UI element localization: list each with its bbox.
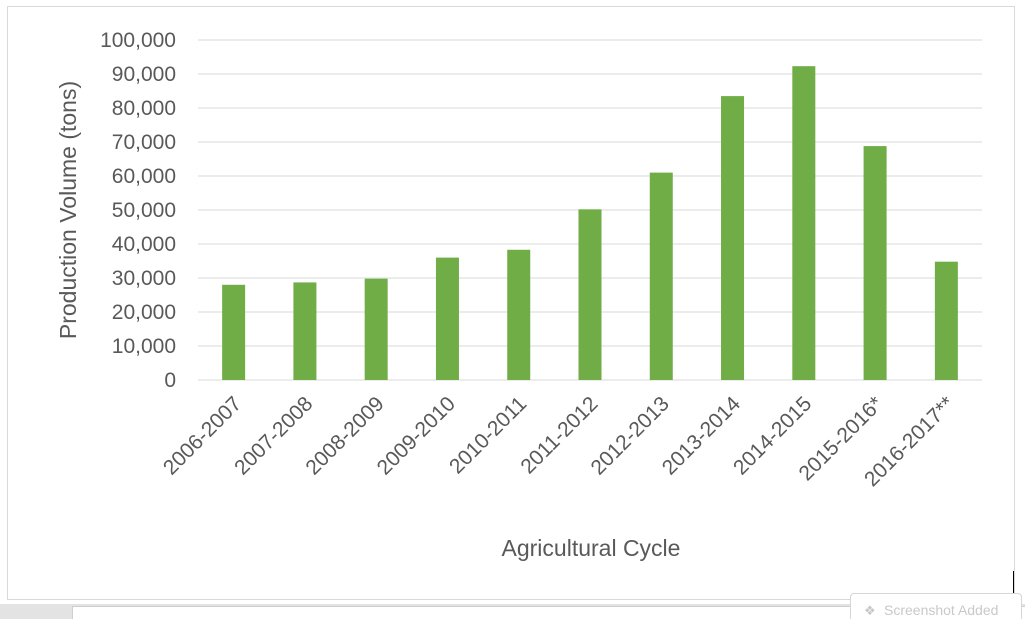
toast-label: Screenshot Added: [884, 602, 999, 618]
y-axis-tick-labels: 0 10,000 20,000 30,000 40,000 50,000 60,000 70,…: [100, 29, 176, 392]
y-axis-title: Production Volume (tons): [55, 81, 81, 339]
y-tick-label: 30,000: [112, 267, 176, 290]
y-tick-label: 100,000: [100, 29, 176, 52]
y-tick-label: 90,000: [112, 63, 176, 86]
bar-2013-2014: [721, 96, 745, 380]
x-axis-tick-labels: 2006-20072007-20082008-20092009-20102010…: [159, 392, 959, 491]
y-tick-label: 80,000: [112, 97, 176, 120]
bar-2014-2015: [792, 66, 816, 381]
y-tick-label: 50,000: [112, 199, 176, 222]
y-tick-label: 10,000: [112, 335, 176, 358]
x-axis-title: Agricultural Cycle: [502, 535, 681, 561]
screenshot-added-toast[interactable]: ❖ Screenshot Added: [850, 593, 1022, 619]
bar-2009-2010: [435, 257, 459, 380]
x-tick-label: 2009-2010: [373, 392, 460, 479]
chart-area: 0 10,000 20,000 30,000 40,000 50,000 60,000 70,…: [7, 6, 1015, 600]
screenshot-icon: ❖: [864, 603, 876, 618]
y-tick-label: 0: [164, 369, 176, 392]
bar-2011-2012: [578, 209, 602, 380]
bar-2006-2007: [222, 284, 246, 380]
y-tick-label: 70,000: [112, 131, 176, 154]
bar-2012-2013: [649, 172, 673, 380]
bar-2015-2016*: [863, 146, 887, 380]
bar-2007-2008: [293, 282, 317, 380]
bar-2016-2017**: [934, 261, 958, 380]
bar-chart: 0 10,000 20,000 30,000 40,000 50,000 60,000 70,…: [55, 29, 982, 561]
bottom-panel: [72, 606, 1025, 619]
y-tick-label: 20,000: [112, 301, 176, 324]
bars: [222, 66, 958, 381]
bar-2010-2011: [507, 249, 531, 380]
y-tick-label: 60,000: [112, 165, 176, 188]
bar-2008-2009: [364, 278, 388, 380]
y-tick-label: 40,000: [112, 233, 176, 256]
text-cursor: [1013, 571, 1014, 599]
